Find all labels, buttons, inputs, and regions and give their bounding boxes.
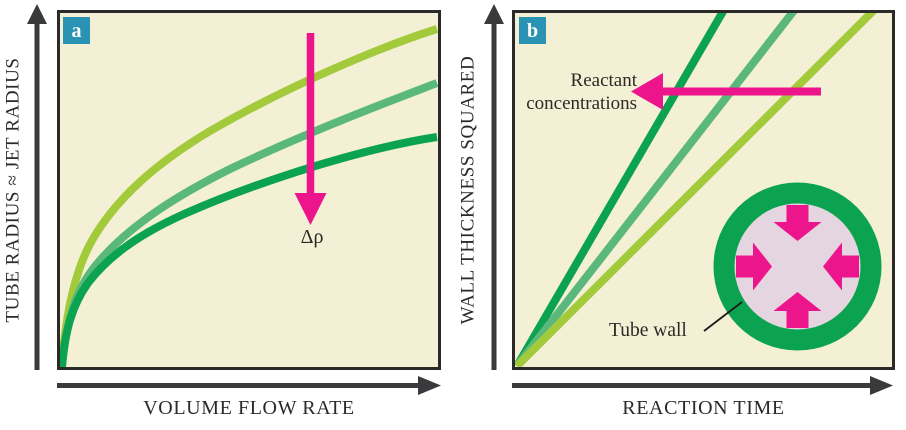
line-medium-concentration	[515, 13, 798, 367]
panel-b-y-axis-label: WALL THICKNESS SQUARED	[457, 55, 478, 325]
panel-a-x-axis-arrow	[57, 376, 441, 395]
reactant-concentrations-label: Reactant concentrations	[526, 70, 637, 114]
panel-b-x-axis-label: REACTION TIME	[622, 397, 785, 419]
panel-b-badge-letter: b	[526, 19, 539, 42]
panel-a-y-axis-arrowhead-icon	[27, 4, 47, 24]
panel-a-badge-letter: a	[71, 19, 82, 42]
panel-a-x-axis-label: VOLUME FLOW RATE	[143, 397, 355, 419]
line-high-concentration	[515, 13, 727, 367]
tube-wall-leader-line	[703, 301, 743, 332]
panel-b-x-axis-arrowhead-icon	[870, 376, 893, 395]
panel-b-badge: b	[519, 17, 546, 44]
panel-b-y-axis-arrowhead-icon	[484, 4, 504, 24]
panel-b-plot-area	[512, 10, 895, 370]
panel-b-y-axis-label-wrap: WALL THICKNESS SQUARED	[454, 10, 482, 370]
curve-medium-density-difference	[60, 79, 438, 367]
panel-a-plot-area	[57, 10, 441, 370]
panel-b-lines	[515, 13, 882, 367]
inward-growth-arrow-icon	[773, 205, 822, 241]
tube-interior	[734, 203, 861, 330]
panel-a-badge: a	[63, 17, 90, 44]
panel-a-delta-rho-label: Δρ	[300, 226, 324, 248]
panel-b-y-axis-arrow	[484, 4, 504, 370]
panel-a-y-axis-label: TUBE RADIUS ≈ JET RADIUS	[3, 57, 25, 323]
curve-large-density-difference	[60, 133, 438, 367]
panel-b-x-axis-arrow	[512, 376, 893, 395]
line-low-concentration	[515, 13, 877, 367]
tube-wall-label: Tube wall	[609, 320, 687, 341]
panel-a-curves	[60, 25, 438, 367]
concentration-left-arrow-icon	[631, 73, 663, 110]
panel-a-y-axis-label-wrap: TUBE RADIUS ≈ JET RADIUS	[0, 10, 28, 370]
curve-small-density-difference	[60, 25, 438, 366]
panel-a-y-axis-arrow	[27, 4, 47, 370]
density-down-arrow-icon	[294, 193, 327, 225]
panel-a-x-axis-arrowhead-icon	[418, 376, 441, 395]
